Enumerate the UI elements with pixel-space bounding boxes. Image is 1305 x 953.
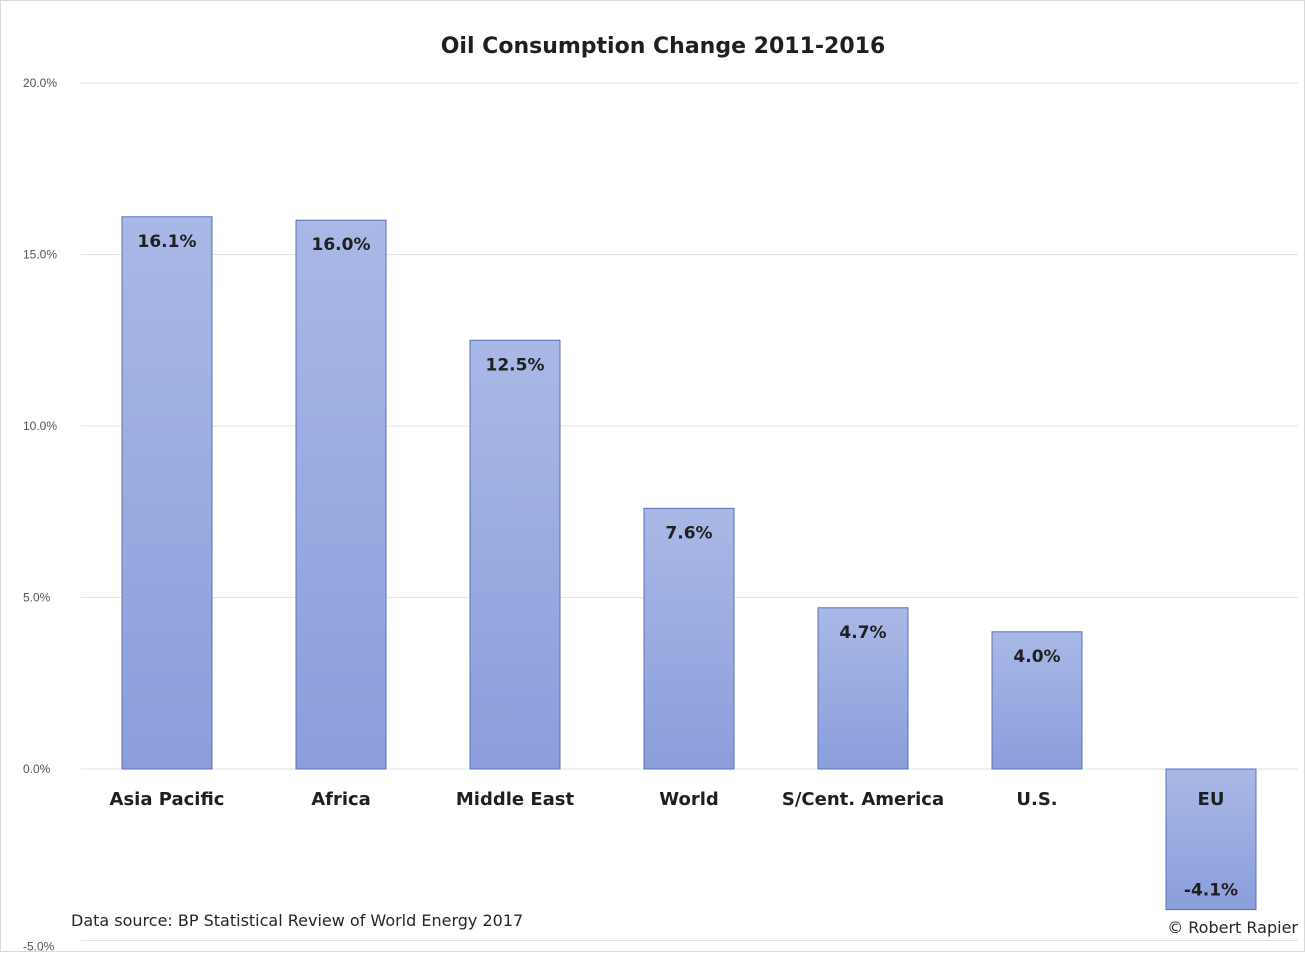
category-label: Middle East: [456, 789, 575, 810]
data-label: 16.1%: [138, 232, 197, 252]
y-tick-label: 15.0%: [23, 248, 57, 262]
chart-title: Oil Consumption Change 2011-2016: [441, 34, 886, 59]
bar: [644, 508, 734, 769]
y-tick-label: 0.0%: [23, 762, 51, 776]
y-tick-label: 10.0%: [23, 419, 57, 433]
data-label: 4.7%: [839, 623, 886, 643]
category-label: World: [659, 789, 719, 810]
data-label: 16.0%: [312, 235, 371, 255]
data-source-note: Data source: BP Statistical Review of Wo…: [71, 911, 523, 930]
data-label: 7.6%: [665, 523, 712, 543]
bar: [296, 220, 386, 769]
data-label: 4.0%: [1013, 647, 1060, 667]
category-label: Asia Pacific: [110, 789, 225, 810]
y-axis-ticks: 20.0% 15.0% 10.0% 5.0% 0.0% -5.0%: [23, 76, 57, 953]
category-label: EU: [1198, 789, 1225, 810]
copyright-credit: © Robert Rapier: [1167, 918, 1298, 937]
data-label: -4.1%: [1184, 881, 1238, 901]
category-label: S/Cent. America: [782, 789, 944, 810]
y-tick-label: 5.0%: [23, 591, 51, 605]
data-label: 12.5%: [486, 355, 545, 375]
category-label: U.S.: [1016, 789, 1057, 810]
bar: [122, 217, 212, 769]
y-tick-label: 20.0%: [23, 76, 57, 90]
bar: [470, 340, 560, 769]
y-tick-label: -5.0%: [23, 940, 55, 953]
category-labels: Asia Pacific Africa Middle East World S/Cent…: [110, 789, 1225, 810]
category-label: Africa: [311, 789, 371, 810]
